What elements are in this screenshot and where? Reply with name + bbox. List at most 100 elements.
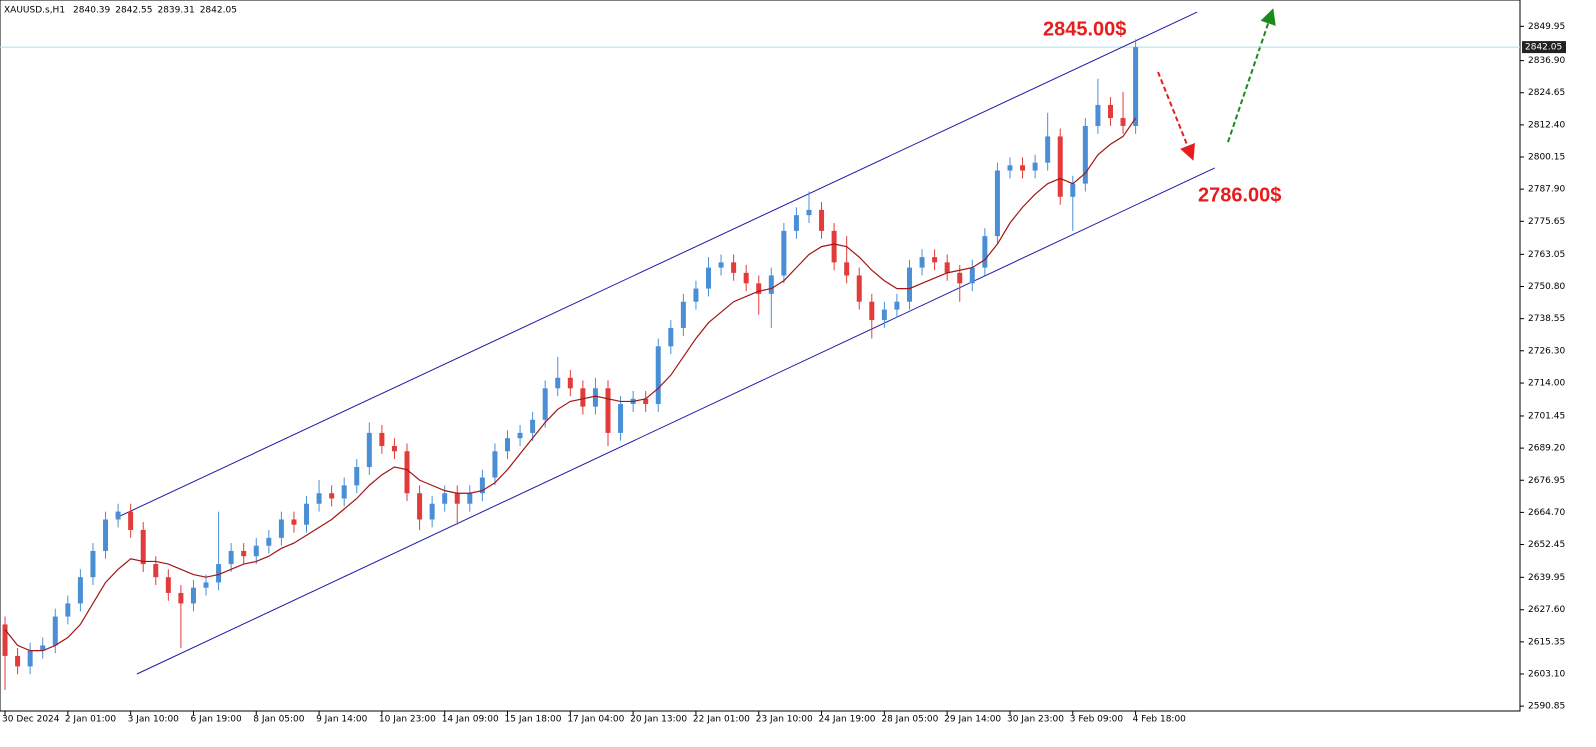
candle-body xyxy=(994,170,1000,237)
candle-body xyxy=(2,624,8,656)
candle-body xyxy=(40,645,46,651)
candle-body xyxy=(304,503,310,525)
candle-body xyxy=(618,404,624,433)
x-tick-label: 2 Jan 01:00 xyxy=(65,715,117,725)
candle-body xyxy=(831,230,837,263)
info-open: 2840.39 xyxy=(73,6,110,16)
info-high: 2842.55 xyxy=(115,6,152,16)
y-tick-label: 2812.40 xyxy=(1528,120,1565,130)
y-tick-label: 2590.85 xyxy=(1528,702,1565,712)
candle-body xyxy=(354,467,360,486)
x-tick-label: 29 Jan 14:00 xyxy=(944,715,1001,725)
channel-line xyxy=(119,11,1198,517)
candle-body xyxy=(806,209,812,216)
candle-body xyxy=(1082,125,1088,184)
candle-body xyxy=(103,519,109,551)
y-tick-label: 2714.00 xyxy=(1528,379,1565,389)
candle-body xyxy=(605,388,611,433)
y-tick-label: 2750.80 xyxy=(1528,282,1565,292)
candle-body xyxy=(932,257,938,263)
candle-body xyxy=(1032,162,1038,171)
candle-body xyxy=(693,288,699,302)
candle-body xyxy=(919,257,925,268)
candle-body xyxy=(1120,118,1126,126)
up-arrow xyxy=(1227,8,1276,143)
candle-body xyxy=(781,230,787,276)
candle-body xyxy=(316,493,322,504)
candle-body xyxy=(203,582,209,588)
candle-body xyxy=(1045,136,1051,163)
x-tick-label: 10 Jan 23:00 xyxy=(379,715,436,725)
candle-body xyxy=(442,493,448,504)
annotation: 2845.00$ xyxy=(1043,18,1126,40)
down-arrow xyxy=(1157,71,1195,161)
candle-body xyxy=(969,267,975,284)
y-tick-label: 2763.05 xyxy=(1528,250,1565,260)
candle-body xyxy=(580,388,586,407)
y-tick-label: 2738.55 xyxy=(1528,314,1565,324)
candle-body xyxy=(567,377,573,389)
candle-body xyxy=(241,550,247,557)
candle-body xyxy=(982,236,988,268)
x-tick-label: 23 Jan 10:00 xyxy=(756,715,813,725)
candle-body xyxy=(454,493,460,504)
y-tick-label: 2689.20 xyxy=(1528,444,1565,454)
x-tick-label: 24 Jan 19:00 xyxy=(819,715,876,725)
candle-body xyxy=(680,301,686,328)
candle-body xyxy=(417,493,423,520)
x-tick-label: 6 Jan 19:00 xyxy=(190,715,242,725)
info-low: 2839.31 xyxy=(157,6,194,16)
candle-body xyxy=(1107,104,1113,119)
y-tick-label: 2800.15 xyxy=(1528,153,1565,163)
x-tick-label: 28 Jan 05:00 xyxy=(881,715,938,725)
candle-body xyxy=(668,327,674,347)
candle-body xyxy=(1070,183,1076,197)
y-tick-label: 2676.95 xyxy=(1528,476,1565,486)
candle-body xyxy=(819,209,825,231)
candle-body xyxy=(27,650,33,667)
info-close: 2842.05 xyxy=(200,6,237,16)
candle-body xyxy=(768,275,774,294)
moving-average xyxy=(4,117,1137,652)
candle-body xyxy=(366,432,372,468)
candle-body xyxy=(1007,165,1013,171)
candle-body xyxy=(555,377,561,389)
x-tick-label: 3 Jan 10:00 xyxy=(128,715,180,725)
candle-body xyxy=(278,519,284,538)
candle-body xyxy=(65,603,71,617)
candle-body xyxy=(906,267,912,302)
x-tick-label: 14 Jan 09:00 xyxy=(442,715,499,725)
candle-body xyxy=(140,529,146,565)
candle-body xyxy=(530,419,536,433)
candle-body xyxy=(178,592,184,604)
candle-body xyxy=(479,477,485,494)
candle-body xyxy=(228,550,234,565)
candle-body xyxy=(391,446,397,452)
candle-body xyxy=(153,564,159,578)
price-box xyxy=(1522,41,1566,54)
candle-body xyxy=(341,485,347,499)
x-tick-label: 22 Jan 01:00 xyxy=(693,715,750,725)
x-tick-label: 30 Jan 23:00 xyxy=(1007,715,1064,725)
candle-body xyxy=(429,503,435,520)
candle-body xyxy=(705,267,711,289)
y-tick-label: 2652.45 xyxy=(1528,540,1565,550)
candle-body xyxy=(90,550,96,578)
candle-body xyxy=(77,577,83,604)
candle-body xyxy=(881,309,887,321)
y-tick-label: 2627.60 xyxy=(1528,605,1565,615)
candle-body xyxy=(128,511,134,530)
candle-body xyxy=(190,587,196,604)
candle-body xyxy=(1133,47,1139,126)
candle-body xyxy=(869,301,875,321)
candle-body xyxy=(115,511,121,520)
y-tick-label: 2603.10 xyxy=(1528,670,1565,680)
candle-body xyxy=(731,262,737,273)
price-box-label: 2842.05 xyxy=(1525,43,1562,53)
candle-body xyxy=(793,215,799,231)
candle-body xyxy=(379,432,385,447)
candle-body xyxy=(253,545,259,557)
candle-body xyxy=(52,616,58,646)
symbol: XAUUSD.s,H1 xyxy=(4,6,65,16)
